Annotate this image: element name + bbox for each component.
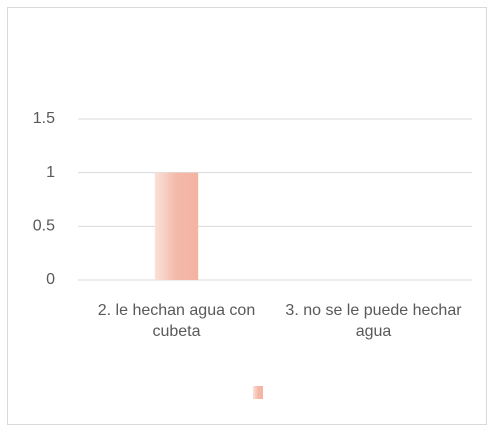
y-tick-label: 0.5 (33, 218, 55, 235)
y-tick-label: 1 (46, 164, 55, 181)
y-tick-label: 0 (46, 271, 55, 288)
legend-swatch (253, 386, 263, 399)
x-tick-label: 2. le hechan agua con cubeta (97, 302, 256, 340)
x-tick-label: 3. no se le puede hechar agua (285, 302, 462, 340)
bar (154, 172, 199, 280)
chart-border (7, 7, 487, 425)
y-tick-label: 1.5 (33, 110, 55, 127)
